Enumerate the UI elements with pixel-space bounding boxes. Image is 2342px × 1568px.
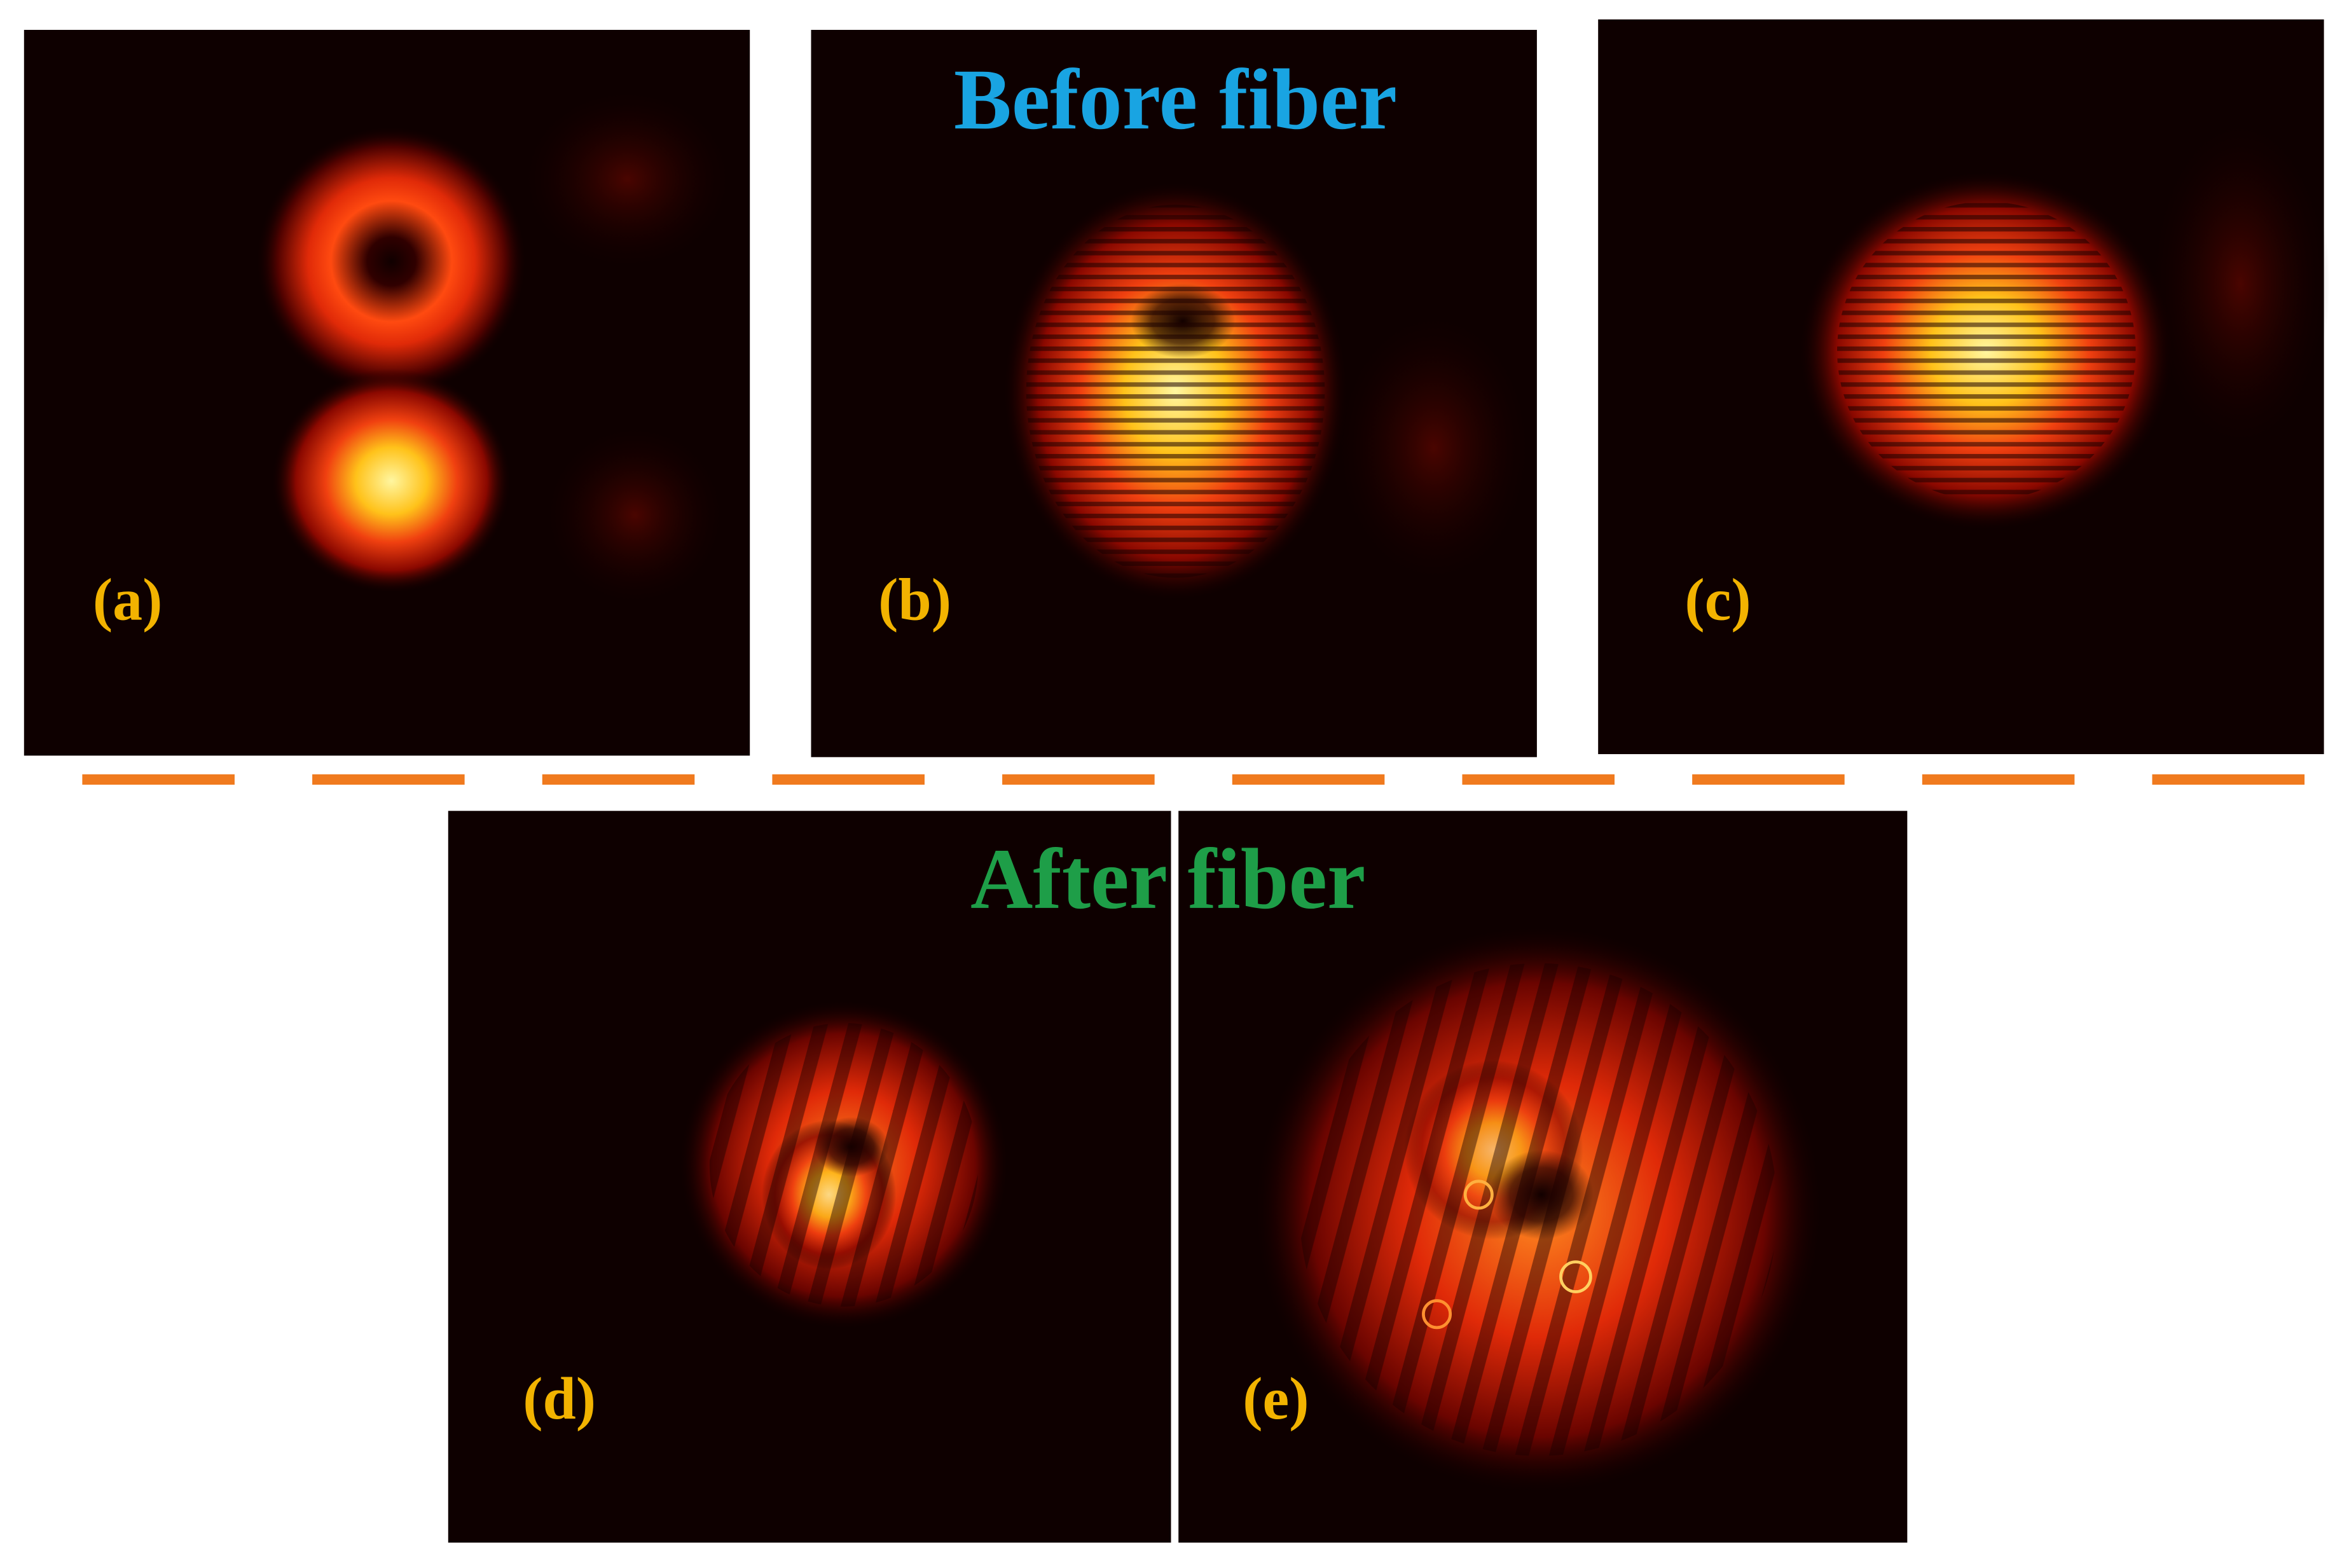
panel-a: (a) (24, 29, 750, 756)
fringes (709, 1022, 979, 1307)
beam-ghost (1337, 313, 1531, 582)
beam-spot (272, 369, 511, 593)
fringes (1299, 963, 1778, 1456)
beam-ghost (2151, 119, 2330, 448)
panel-d: (d) (448, 811, 1171, 1543)
beam-ghost (523, 89, 733, 269)
panel-label: (e) (1243, 1366, 1309, 1432)
panel-label: (a) (93, 567, 163, 633)
fringes (1026, 204, 1325, 578)
panel-e: (e) (1178, 811, 1908, 1543)
section-title: After fiber (970, 832, 1365, 927)
panel-label: (d) (523, 1366, 596, 1432)
panel-c: (c) (1598, 19, 2330, 755)
panel-label: (b) (878, 567, 951, 633)
speckle (1559, 1260, 1592, 1293)
beam-ghost (545, 425, 725, 605)
panel-label: (c) (1684, 567, 1751, 633)
beam-donut (257, 127, 526, 396)
section-title: Before fiber (954, 52, 1397, 148)
speckle (1463, 1179, 1494, 1210)
panel-b: (b) (811, 29, 1537, 757)
fringes (1836, 202, 2136, 500)
speckle (1422, 1299, 1452, 1330)
